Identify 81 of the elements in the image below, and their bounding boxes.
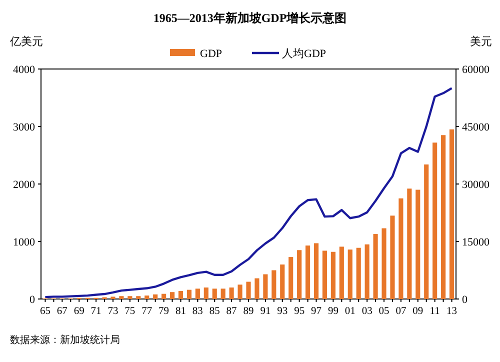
x-tick-label: 67 (56, 306, 68, 317)
x-tick-label: 13 (446, 306, 458, 317)
bar (356, 248, 361, 299)
bar (424, 164, 429, 299)
bar (416, 190, 420, 299)
bar (339, 246, 344, 299)
x-tick-label: 81 (175, 306, 186, 317)
bar (153, 294, 158, 299)
bar (212, 288, 217, 299)
source-note: 数据来源：新加坡统计局 (10, 334, 120, 346)
bar (186, 290, 192, 299)
bar (229, 288, 234, 299)
bar (272, 270, 276, 299)
x-tick-label: 87 (226, 306, 237, 317)
x-tick-label: 85 (209, 306, 220, 317)
y-tick-label: 2000 (13, 179, 36, 191)
bar (144, 296, 150, 299)
bar (330, 252, 336, 299)
y2-tick-label: 30000 (462, 179, 490, 191)
bar (136, 296, 141, 299)
bar (314, 243, 319, 299)
bar (297, 250, 302, 299)
x-tick-label: 65 (40, 306, 50, 317)
x-tick-label: 73 (108, 306, 118, 317)
bar (390, 216, 395, 299)
y2-tick-label: 0 (462, 294, 468, 306)
y-tick-label: 1000 (13, 236, 36, 248)
y2-tick-label: 60000 (462, 64, 490, 76)
x-tick-label: 77 (142, 306, 152, 317)
bar (288, 257, 294, 299)
bar (238, 284, 242, 299)
y-tick-label: 4000 (13, 64, 36, 76)
ylabel: 亿美元 (10, 36, 43, 48)
y2-tick-label: 15000 (462, 236, 490, 248)
bar (407, 188, 412, 299)
bar (398, 198, 404, 299)
bar (178, 290, 184, 299)
x-tick-label: 91 (260, 306, 271, 317)
y2-tick-label: 45000 (462, 122, 490, 134)
bar (128, 296, 132, 299)
bar (364, 244, 370, 299)
bar (306, 246, 310, 299)
bar (449, 129, 454, 299)
bar (280, 264, 285, 299)
y-tick-label: 3000 (13, 122, 36, 134)
title: 1965—2013年新加坡GDP增长示意图 (153, 11, 347, 25)
x-tick-label: 09 (412, 306, 424, 317)
bar (382, 228, 386, 299)
x-tick-label: 07 (396, 306, 406, 317)
legend-label: 人均GDP (282, 48, 326, 60)
x-tick-label: 75 (124, 306, 136, 317)
x-tick-label: 69 (74, 306, 84, 317)
bar (263, 274, 268, 299)
bar (119, 296, 124, 299)
x-tick-label: 99 (328, 306, 338, 317)
x-tick-label: 71 (90, 306, 102, 317)
x-tick-label: 03 (362, 306, 372, 317)
legend-label: GDP (200, 48, 222, 60)
bar (322, 250, 328, 299)
x-tick-label: 01 (344, 306, 356, 317)
x-tick-label: 95 (294, 306, 305, 317)
x-tick-label: 89 (243, 306, 254, 317)
bar (170, 292, 175, 299)
bar (373, 234, 378, 299)
bar (348, 250, 352, 299)
x-tick-label: 79 (158, 306, 170, 317)
bar (162, 294, 166, 299)
x-tick-label: 83 (192, 306, 203, 317)
bar (432, 142, 438, 299)
bar (204, 288, 208, 299)
x-tick-label: 97 (311, 306, 322, 317)
y2label: 美元 (470, 36, 492, 48)
y-tick-label: 0 (30, 294, 36, 306)
x-tick-label: 93 (277, 306, 288, 317)
bar (254, 278, 260, 299)
x-tick-label: 05 (378, 306, 390, 317)
bar (195, 288, 200, 299)
x-tick-label: 11 (430, 306, 440, 317)
bar (220, 288, 226, 299)
bar (246, 282, 251, 299)
bar (441, 135, 446, 299)
